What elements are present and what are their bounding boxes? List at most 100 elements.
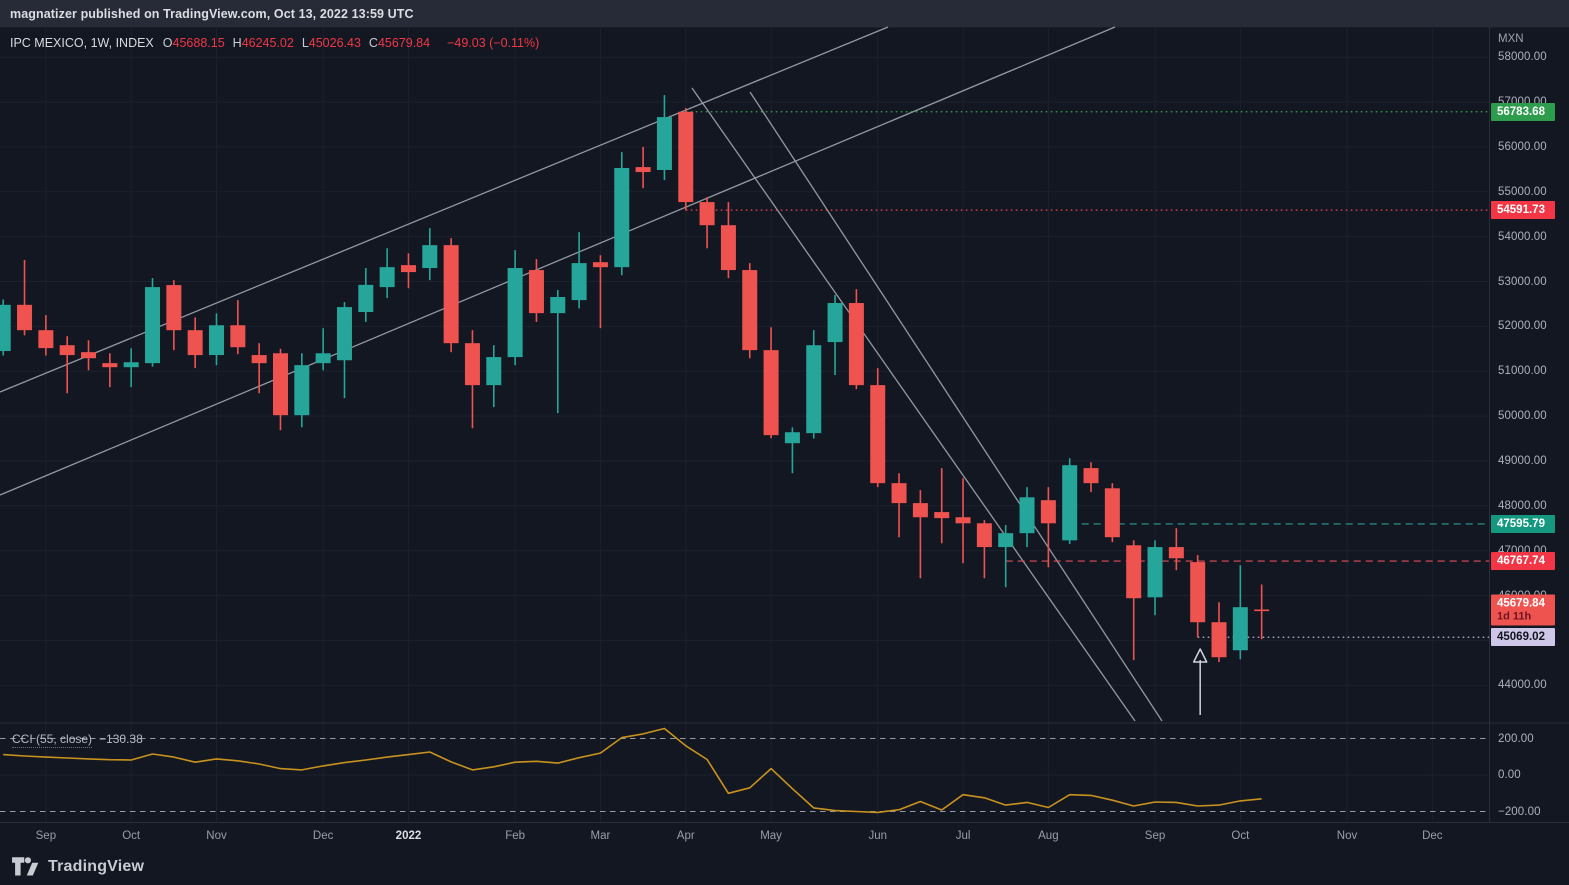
ohlc-values: O45688.15 H46245.02 L45026.43 C45679.84 — [163, 36, 438, 50]
price-tick-label: 51000.00 — [1498, 365, 1547, 378]
candle — [1190, 555, 1206, 638]
time-axis[interactable]: Sep Oct Nov Dec 2022 Feb Mar Apr May Jun Jul Aug Sep… — [0, 822, 1569, 848]
candle — [592, 255, 608, 329]
candle — [230, 300, 246, 355]
price-badge-45679.84: 45679.84 1d 11h — [1491, 594, 1555, 626]
candle — [635, 146, 651, 189]
candle — [17, 259, 33, 336]
up-arrow-annotation[interactable] — [1192, 648, 1208, 715]
symbol-legend[interactable]: IPC MEXICO, 1W, INDEX O45688.15 H46245.02… — [10, 36, 539, 50]
candle — [59, 336, 75, 394]
candle — [102, 353, 118, 388]
candle — [1019, 487, 1035, 548]
candle — [848, 289, 864, 390]
cci-tick-label: 0.00 — [1498, 769, 1521, 781]
cci-value: −130.38 — [99, 732, 143, 746]
time-label-Feb: Feb — [505, 829, 526, 842]
cci-tick-label: −200.00 — [1498, 805, 1541, 818]
candle — [976, 520, 992, 579]
time-label-Jul: Jul — [955, 829, 971, 842]
currency-label: MXN — [1498, 33, 1524, 45]
price-badge-54591.73: 54591.73 — [1491, 201, 1555, 220]
candle — [400, 253, 416, 289]
time-label-Nov: Nov — [206, 829, 227, 842]
price-tick-label: 44000.00 — [1498, 679, 1547, 692]
candle — [1126, 540, 1142, 661]
price-badge-46767.74: 46767.74 — [1491, 552, 1555, 571]
price-tick-label: 55000.00 — [1498, 185, 1547, 198]
tradingview-logo-icon[interactable] — [12, 856, 39, 878]
candle — [1147, 540, 1163, 616]
candle — [187, 317, 203, 369]
candle — [1104, 483, 1120, 543]
price-tick-label: 49000.00 — [1498, 454, 1547, 467]
time-label-Oct: Oct — [122, 829, 141, 842]
time-label-Dec: Dec — [312, 829, 334, 842]
change-value: −49.03 (−0.11%) — [447, 36, 540, 50]
candle — [294, 353, 310, 428]
candle — [507, 250, 523, 366]
time-label-Apr: Apr — [676, 829, 695, 842]
ohlc-C: C45679.84 — [368, 36, 431, 50]
candle — [315, 328, 331, 371]
time-label-Aug: Aug — [1038, 829, 1059, 842]
candle — [0, 299, 11, 356]
candle — [379, 248, 395, 299]
descending-channel-lower[interactable] — [691, 87, 1136, 722]
ascending-channel-lower[interactable] — [0, 26, 1116, 496]
price-tick-label: 52000.00 — [1498, 320, 1547, 333]
price-badge-45069.02: 45069.02 — [1491, 628, 1555, 647]
price-tick-label: 48000.00 — [1498, 499, 1547, 512]
time-label-2022: 2022 — [395, 829, 422, 842]
candle — [1232, 565, 1248, 660]
candle — [38, 315, 54, 356]
candle — [678, 108, 694, 211]
cci-indicator-legend[interactable]: CCI (55, close) −130.38 — [12, 732, 143, 748]
price-badge-47595.79: 47595.79 — [1491, 514, 1555, 533]
candle — [934, 468, 950, 544]
candle — [763, 327, 779, 439]
cci-tick-label: 200.00 — [1498, 732, 1534, 745]
ohlc-H: H46245.02 — [232, 36, 294, 50]
candle — [955, 478, 971, 564]
cci-line — [3, 727, 1262, 814]
candle — [251, 343, 267, 394]
candle — [1254, 584, 1270, 640]
tradingview-brand[interactable]: TradingView — [48, 857, 145, 875]
candle — [870, 368, 886, 488]
price-axis[interactable]: MXN 58000.0057000.0056000.0055000.005400… — [1489, 27, 1569, 822]
publication-header: magnatizer published on TradingView.com,… — [0, 0, 1569, 28]
candle — [998, 525, 1014, 588]
price-tick-label: 56000.00 — [1498, 140, 1547, 153]
candle — [145, 278, 161, 367]
candle — [891, 473, 907, 538]
candle — [123, 348, 139, 388]
candle — [336, 302, 352, 399]
candle — [784, 427, 800, 474]
candle — [699, 197, 715, 249]
price-badge-56783.68: 56783.68 — [1491, 102, 1555, 121]
candle — [528, 259, 544, 322]
candle — [1040, 487, 1056, 568]
candle — [550, 290, 566, 414]
candle — [272, 348, 288, 431]
ohlc-L: L45026.43 — [301, 36, 361, 50]
time-label-Dec: Dec — [1422, 829, 1443, 842]
time-label-Mar: Mar — [590, 829, 611, 842]
candle — [486, 345, 502, 408]
descending-channel-upper[interactable] — [749, 91, 1163, 722]
candle — [614, 152, 630, 276]
candle — [806, 330, 822, 439]
candle — [1062, 458, 1078, 544]
price-tick-label: 53000.00 — [1498, 275, 1547, 288]
candle — [358, 268, 374, 322]
candle — [827, 294, 843, 376]
time-label-Jun: Jun — [868, 829, 887, 842]
time-label-Oct: Oct — [1231, 829, 1250, 842]
price-tick-label: 54000.00 — [1498, 230, 1547, 243]
time-label-Nov: Nov — [1336, 829, 1358, 842]
footer-bar: TradingView — [0, 848, 1569, 885]
candle — [571, 232, 587, 309]
